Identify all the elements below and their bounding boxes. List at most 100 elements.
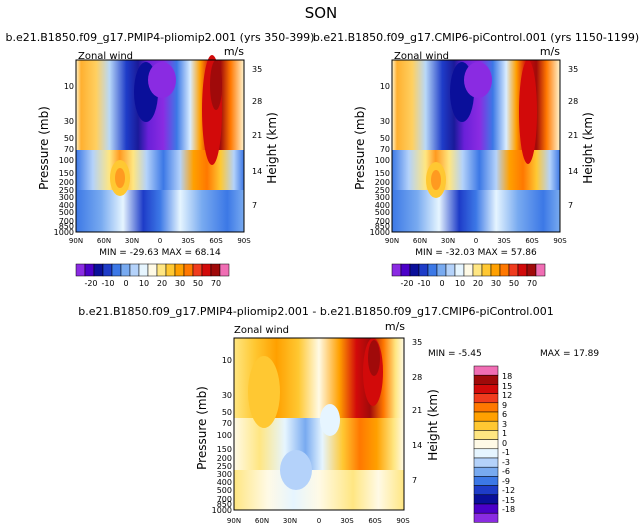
y-tick-label: 700	[59, 217, 74, 226]
height-tick-label: 35	[568, 65, 578, 74]
y-tick-label: 70	[64, 145, 74, 154]
y-tick-label: 1000	[370, 228, 390, 237]
colorbar-cell	[473, 494, 499, 505]
x-tick-label: 30S	[181, 237, 195, 245]
colorbar-cell	[147, 263, 158, 277]
y-tick-label: 10	[222, 356, 232, 365]
colorbar-cell	[93, 263, 104, 277]
colorbar: -20 -10 0 10 20 30 50 70	[75, 263, 230, 288]
colorbar-cell	[436, 263, 447, 277]
colorbar-cell	[156, 263, 167, 277]
colorbar-label: -20	[400, 279, 413, 288]
y-tick-label: 10	[64, 82, 74, 91]
colorbar-label: 70	[527, 279, 537, 288]
x-tick-label: 0	[317, 517, 321, 525]
units-label: m/s	[224, 45, 244, 58]
colorbar-cell	[473, 402, 499, 413]
height-tick-label: 14	[412, 441, 422, 450]
colorbar-cell	[473, 420, 499, 431]
panel-difference: b.e21.B1850.f09_g17.PMIP4-pliomip2.001 -…	[78, 305, 599, 525]
plot-area	[233, 337, 405, 511]
colorbar-label: 20	[157, 279, 167, 288]
colorbar-label: -18	[502, 505, 515, 514]
colorbar-cell	[517, 263, 528, 277]
colorbar-cell	[165, 263, 176, 277]
y-axis-label: Pressure (mb)	[195, 386, 209, 470]
y-axis-label: Pressure (mb)	[353, 106, 367, 190]
y-tick-label: 850	[375, 222, 390, 231]
colorbar-label: 9	[502, 401, 507, 410]
x-axis: 90N 60N 30N 0 30S 60S 90S	[227, 517, 410, 525]
y-tick-label: 1000	[54, 228, 74, 237]
x-tick-label: 0	[158, 237, 162, 245]
colorbar-label: 6	[502, 410, 507, 419]
colorbar-cell	[174, 263, 185, 277]
y-tick-label: 850	[217, 500, 232, 509]
x-tick-label: 30S	[497, 237, 511, 245]
height-tick-label: 35	[252, 65, 262, 74]
x-tick-label: 0	[474, 237, 478, 245]
y-axis-height: 35 28 21 14 7 Height (km)	[412, 338, 440, 485]
colorbar-cell	[75, 263, 86, 277]
colorbar: 18 15 12 9 6 3 1 0 -1 -3 -6 -9 -12 -15 -…	[473, 365, 515, 523]
colorbar-cell	[201, 263, 212, 277]
colorbar-label: 50	[509, 279, 519, 288]
y-tick-label: 400	[375, 201, 390, 210]
colorbar-cell	[210, 263, 221, 277]
y-tick-label: 300	[59, 193, 74, 202]
colorbar-cell	[472, 263, 483, 277]
colorbar-cell	[473, 384, 499, 394]
units-label: m/s	[540, 45, 560, 58]
x-tick-label: 90N	[69, 237, 83, 245]
y-tick-label: 200	[59, 178, 74, 187]
x-tick-label: 60S	[368, 517, 382, 525]
height-tick-label: 14	[252, 167, 262, 176]
y-axis-right-label: Height (km)	[426, 389, 440, 460]
x-tick-label: 30N	[441, 237, 455, 245]
height-tick-label: 21	[252, 131, 262, 140]
colorbar-label: 15	[502, 382, 512, 391]
colorbar-cell	[473, 374, 499, 385]
colorbar-cell	[219, 263, 230, 277]
y-tick-label: 150	[375, 169, 390, 178]
x-tick-label: 60S	[209, 237, 223, 245]
y-tick-label: 50	[222, 408, 232, 417]
colorbar-cell	[463, 263, 474, 277]
colorbar-cell	[129, 263, 140, 277]
colorbar-cell	[111, 263, 122, 277]
colorbar-label: -15	[502, 496, 515, 505]
colorbar-cell	[183, 263, 194, 277]
x-axis: 90N 60N 30N 0 30S 60S 90S	[69, 237, 251, 245]
x-tick-label: 60N	[255, 517, 269, 525]
colorbar-label: 0	[502, 439, 507, 448]
x-tick-label: 30N	[283, 517, 297, 525]
variable-label: Zonal wind	[234, 325, 289, 336]
y-tick-label: 250	[375, 186, 390, 195]
y-tick-label: 30	[380, 117, 390, 126]
colorbar-cell	[490, 263, 501, 277]
x-tick-label: 90N	[385, 237, 399, 245]
y-tick-label: 50	[380, 134, 390, 143]
y-tick-label: 700	[217, 495, 232, 504]
x-tick-label: 90S	[237, 237, 251, 245]
colorbar-cell	[192, 263, 203, 277]
x-tick-label: 60S	[525, 237, 539, 245]
y-tick-label: 500	[59, 208, 74, 217]
y-tick-label: 100	[217, 431, 232, 440]
colorbar-label: 1	[502, 429, 507, 438]
colorbar-cell	[473, 512, 499, 523]
y-tick-label: 1000	[212, 506, 232, 515]
colorbar-label: -10	[417, 279, 430, 288]
height-tick-label: 35	[412, 338, 422, 347]
colorbar-cell	[473, 448, 499, 459]
panel-title: b.e21.B1850.f09_g17.CMIP6-piControl.001 …	[313, 31, 639, 44]
y-tick-label: 400	[59, 201, 74, 210]
colorbar: -20 -10 0 10 20 30 50 70	[391, 263, 546, 288]
colorbar-cell	[473, 485, 499, 496]
colorbar-cell	[454, 263, 465, 277]
x-axis: 90N 60N 30N 0 30S 60S 90S	[385, 237, 567, 245]
panel-title: b.e21.B1850.f09_g17.PMIP4-pliomip2.001 -…	[78, 305, 554, 318]
y-tick-label: 400	[217, 478, 232, 487]
colorbar-cell	[473, 430, 499, 440]
